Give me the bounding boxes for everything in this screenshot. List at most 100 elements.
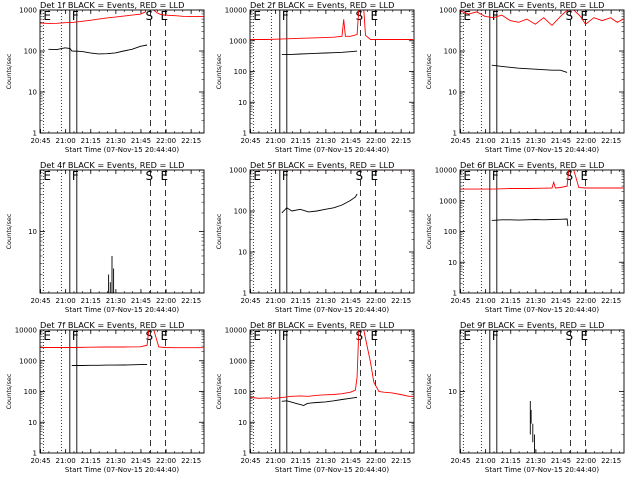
y-tick-label: 10 — [238, 419, 247, 427]
events-series-line — [281, 50, 358, 55]
y-axis-label: Counts/sec — [5, 373, 13, 409]
marker-label: E — [161, 9, 169, 23]
x-tick-label: 21:45 — [341, 457, 361, 465]
events-series-line — [491, 218, 569, 227]
x-tick-label: 20:45 — [450, 457, 470, 465]
marker-label: E — [371, 169, 379, 183]
chart-title: Det 5f BLACK = Events, RED = LLD — [250, 160, 394, 170]
events-series-line — [48, 44, 148, 55]
x-tick-label: 21:00 — [476, 297, 496, 305]
y-axis-label: Counts/sec — [215, 213, 223, 249]
chart-title: Det 8f BLACK = Events, RED = LLD — [250, 320, 394, 330]
y-tick-label: 10 — [238, 249, 247, 257]
y-tick-label: 100 — [234, 68, 247, 76]
x-tick-label: 21:15 — [501, 297, 521, 305]
marker-label: E — [371, 9, 379, 23]
chart-title: Det 4f BLACK = Events, RED = LLD — [40, 160, 184, 170]
x-tick-label: 21:15 — [81, 457, 101, 465]
x-axis-label: Start Time (07-Nov-15 20:44:40) — [275, 466, 389, 474]
x-tick-label: 21:30 — [106, 137, 126, 145]
plot-frame — [249, 9, 415, 134]
x-axis-label: Start Time (07-Nov-15 20:44:40) — [275, 306, 389, 314]
y-tick-label: 10 — [28, 419, 37, 427]
plot-frame — [459, 169, 625, 294]
chart-panel: Det 8f BLACK = Events, RED = LLD Counts/s… — [215, 320, 415, 474]
x-tick-label: 21:00 — [266, 457, 286, 465]
y-axis-label: Counts/sec — [425, 213, 433, 249]
x-tick-label: 21:45 — [341, 137, 361, 145]
y-tick-label: 1000 — [19, 357, 37, 365]
y-tick-label: 10000 — [15, 327, 37, 335]
y-tick-label: 1 — [243, 130, 247, 138]
y-tick-label: 100 — [24, 48, 37, 56]
x-tick-label: 22:00 — [156, 457, 176, 465]
plot-frame — [39, 9, 205, 134]
plot-frame — [459, 9, 625, 134]
marker-label: F — [492, 329, 499, 343]
events-series-line — [281, 193, 358, 214]
plot-frame — [39, 169, 205, 294]
marker-label: F — [282, 169, 289, 183]
y-tick-label: 100 — [234, 388, 247, 396]
x-tick-label: 21:15 — [501, 457, 521, 465]
x-tick-label: 21:15 — [81, 297, 101, 305]
x-tick-label: 21:00 — [476, 137, 496, 145]
x-tick-label: 22:00 — [366, 297, 386, 305]
lld-series-line — [250, 330, 414, 399]
x-tick-label: 20:45 — [240, 457, 260, 465]
x-tick-label: 20:45 — [30, 457, 50, 465]
y-tick-label: 1000 — [19, 7, 37, 15]
x-tick-label: 20:45 — [450, 137, 470, 145]
x-tick-label: 21:00 — [266, 297, 286, 305]
marker-label: F — [492, 169, 499, 183]
x-tick-label: 22:00 — [576, 137, 596, 145]
x-tick-label: 20:45 — [240, 137, 260, 145]
marker-label: E — [43, 9, 51, 23]
y-tick-label: 1 — [243, 290, 247, 298]
y-axis-label: Counts/sec — [5, 213, 13, 249]
y-axis-label: Counts/sec — [5, 53, 13, 89]
y-tick-label: 10 — [448, 259, 457, 267]
x-tick-label: 21:30 — [526, 297, 546, 305]
marker-label: E — [253, 169, 261, 183]
y-tick-label: 10 — [448, 388, 457, 396]
marker-label: S — [355, 9, 363, 23]
y-tick-label: 100 — [234, 208, 247, 216]
marker-label: S — [355, 329, 363, 343]
plot-frame — [249, 169, 415, 294]
x-tick-label: 22:15 — [601, 457, 621, 465]
x-tick-label: 22:15 — [601, 137, 621, 145]
chart-panel: Det 5f BLACK = Events, RED = LLD Counts/s… — [215, 160, 415, 314]
lld-series-line — [40, 330, 204, 349]
y-tick-label: 1000 — [439, 197, 457, 205]
marker-label: S — [145, 9, 153, 23]
y-tick-label: 1000 — [439, 7, 457, 15]
events-series-line — [71, 363, 148, 366]
x-tick-label: 21:00 — [56, 457, 76, 465]
x-tick-label: 21:45 — [551, 137, 571, 145]
marker-label: S — [145, 329, 153, 343]
x-tick-label: 20:45 — [240, 297, 260, 305]
x-tick-label: 21:45 — [551, 457, 571, 465]
chart-title: Det 1f BLACK = Events, RED = LLD — [40, 0, 184, 10]
marker-label: F — [72, 169, 79, 183]
events-series-line — [491, 64, 568, 73]
chart-panel: Det 1f BLACK = Events, RED = LLD Counts/s… — [5, 0, 205, 154]
marker-label: F — [492, 9, 499, 23]
chart-title: Det 7f BLACK = Events, RED = LLD — [40, 320, 184, 330]
y-tick-label: 100 — [444, 228, 457, 236]
x-tick-label: 21:15 — [501, 137, 521, 145]
marker-label: E — [463, 169, 471, 183]
x-tick-label: 21:45 — [341, 297, 361, 305]
y-tick-label: 10 — [28, 89, 37, 97]
marker-label: E — [43, 329, 51, 343]
x-axis-label: Start Time (07-Nov-15 20:44:40) — [485, 466, 599, 474]
x-tick-label: 21:00 — [56, 297, 76, 305]
x-tick-label: 21:30 — [526, 137, 546, 145]
events-series-line — [281, 396, 358, 406]
lld-series-line — [460, 10, 624, 27]
x-tick-label: 22:15 — [391, 297, 411, 305]
y-tick-label: 1 — [453, 130, 457, 138]
y-tick-label: 100 — [24, 388, 37, 396]
marker-label: F — [72, 329, 79, 343]
